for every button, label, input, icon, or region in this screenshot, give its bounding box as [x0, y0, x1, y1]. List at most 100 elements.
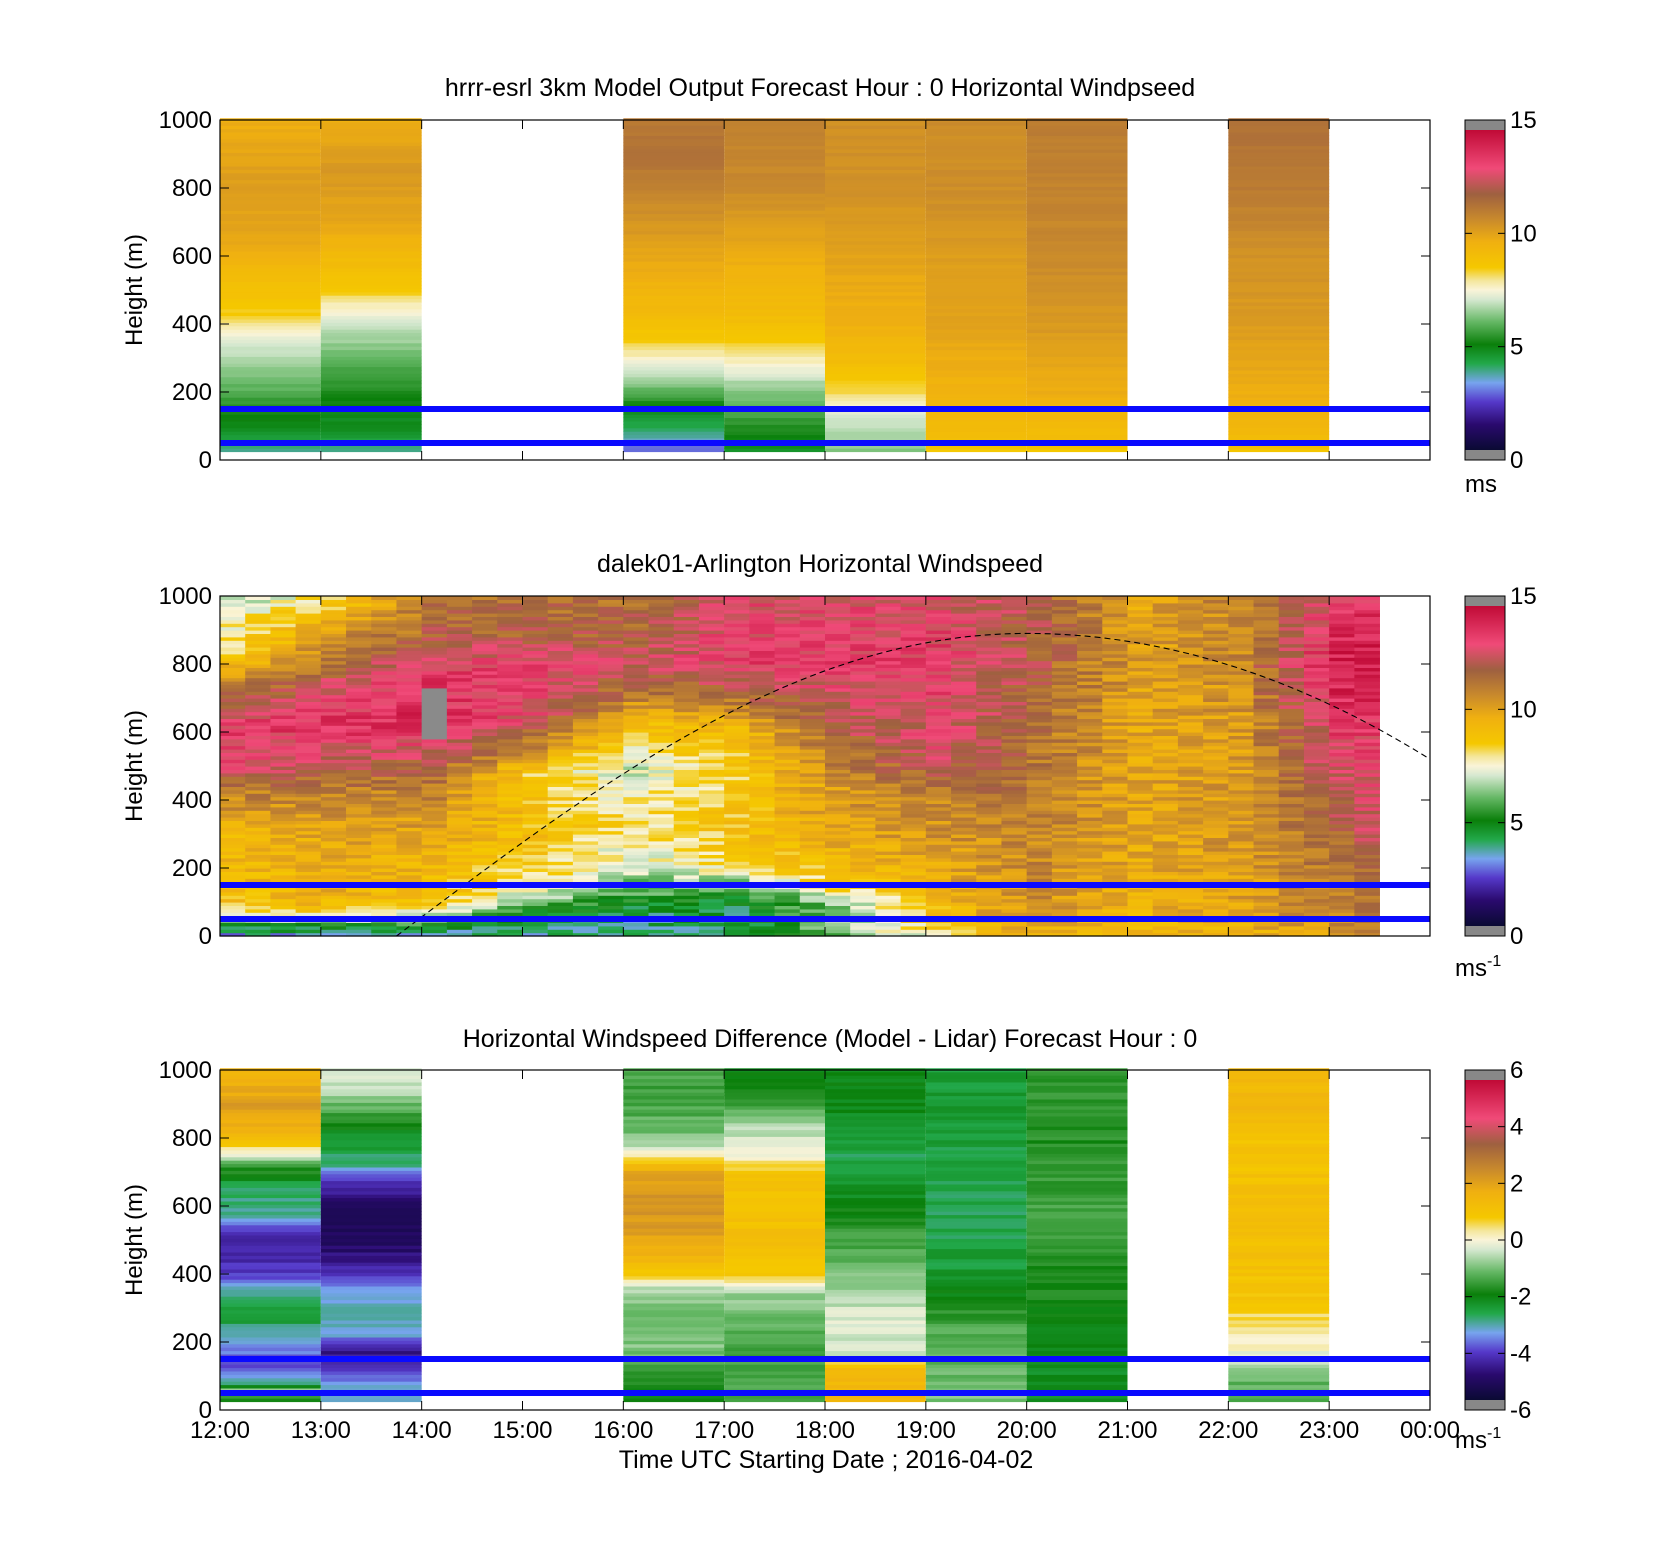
data-cell: [825, 257, 926, 262]
data-cell: [320, 840, 347, 845]
data-cell: [951, 864, 977, 869]
data-cell: [1026, 182, 1128, 187]
data-cell: [346, 698, 372, 702]
data-cell: [1026, 172, 1128, 177]
data-cell: [497, 755, 523, 760]
data-cell: [1228, 138, 1330, 143]
data-cell: [346, 888, 372, 893]
data-cell: [371, 817, 397, 821]
data-cell: [774, 721, 801, 726]
data-cell: [925, 325, 1027, 330]
data-cell: [1228, 701, 1254, 706]
data-cell: [1051, 626, 1078, 631]
data-cell: [951, 633, 977, 638]
data-cell: [270, 834, 297, 838]
data-cell: [1177, 783, 1204, 787]
data-cell: [875, 844, 902, 849]
data-cell: [371, 732, 397, 736]
data-cell: [472, 660, 498, 665]
data-cell: [1001, 701, 1028, 706]
data-cell: [900, 691, 927, 696]
data-cell: [774, 636, 801, 641]
data-cell: [547, 674, 574, 679]
data-cell: [446, 813, 473, 818]
data-cell: [1026, 278, 1128, 283]
data-cell: [1026, 349, 1128, 354]
data-cell: [1102, 660, 1128, 665]
data-cell: [598, 810, 624, 815]
data-cell: [572, 742, 599, 747]
data-cell: [724, 694, 750, 699]
data-cell: [1001, 664, 1028, 668]
data-cell: [421, 806, 448, 811]
data-cell: [396, 616, 423, 621]
data-cell: [925, 687, 952, 692]
data-cell: [245, 667, 271, 672]
data-cell: [1228, 677, 1254, 682]
data-cell: [925, 305, 1027, 310]
data-cell: [421, 789, 448, 794]
data-cell: [749, 776, 775, 781]
data-cell: [1228, 162, 1330, 167]
data-cell: [623, 783, 649, 787]
data-cell: [572, 606, 599, 611]
data-cell: [925, 261, 1027, 266]
data-cell: [1051, 633, 1078, 638]
data-cell: [825, 125, 926, 130]
data-cell: [623, 759, 649, 764]
data-cell: [648, 718, 675, 723]
data-cell: [1026, 755, 1053, 760]
data-cell: [648, 664, 675, 668]
data-cell: [976, 694, 1002, 699]
data-cell: [825, 647, 851, 651]
data-cell: [749, 633, 775, 638]
data-cell: [774, 803, 801, 808]
data-cell: [396, 657, 423, 662]
data-cell: [1026, 602, 1053, 607]
data-cell: [1228, 380, 1330, 385]
data-cell: [572, 738, 599, 743]
data-cell: [774, 837, 801, 842]
data-cell: [1177, 681, 1204, 685]
data-cell: [749, 711, 775, 716]
data-cell: [446, 691, 473, 696]
data-cell: [572, 803, 599, 808]
data-cell: [799, 619, 826, 624]
data-cell: [1203, 789, 1229, 794]
data-cell: [875, 847, 902, 852]
data-cell: [850, 735, 876, 740]
data-cell: [371, 840, 397, 845]
data-cell: [346, 912, 372, 917]
data-cell: [371, 847, 397, 852]
data-cell: [472, 647, 498, 651]
data-cell: [1077, 908, 1103, 913]
data-cell: [1001, 898, 1028, 903]
data-cell: [1127, 861, 1154, 866]
data-cell: [648, 647, 675, 651]
data-cell: [396, 779, 423, 784]
data-cell: [1051, 653, 1078, 658]
data-cell: [295, 660, 322, 665]
data-cell: [648, 742, 675, 747]
data-cell: [270, 755, 297, 760]
data-cell: [749, 830, 775, 835]
data-cell: [724, 125, 825, 130]
data-cell: [1127, 827, 1154, 832]
data-cell: [875, 769, 902, 774]
data-cell: [1228, 755, 1254, 760]
data-column: [1203, 596, 1229, 937]
data-cell: [245, 606, 271, 611]
data-cell: [698, 820, 725, 825]
data-cell: [245, 650, 271, 655]
data-cell: [346, 609, 372, 614]
data-cell: [623, 643, 649, 648]
data-cell: [572, 813, 599, 818]
data-cell: [951, 619, 977, 624]
data-cell: [245, 766, 271, 770]
data-cell: [446, 623, 473, 628]
data-cell: [220, 929, 246, 934]
data-cell: [522, 834, 549, 838]
data-cell: [749, 694, 775, 699]
data-cell: [547, 766, 574, 770]
data-cell: [295, 830, 322, 835]
